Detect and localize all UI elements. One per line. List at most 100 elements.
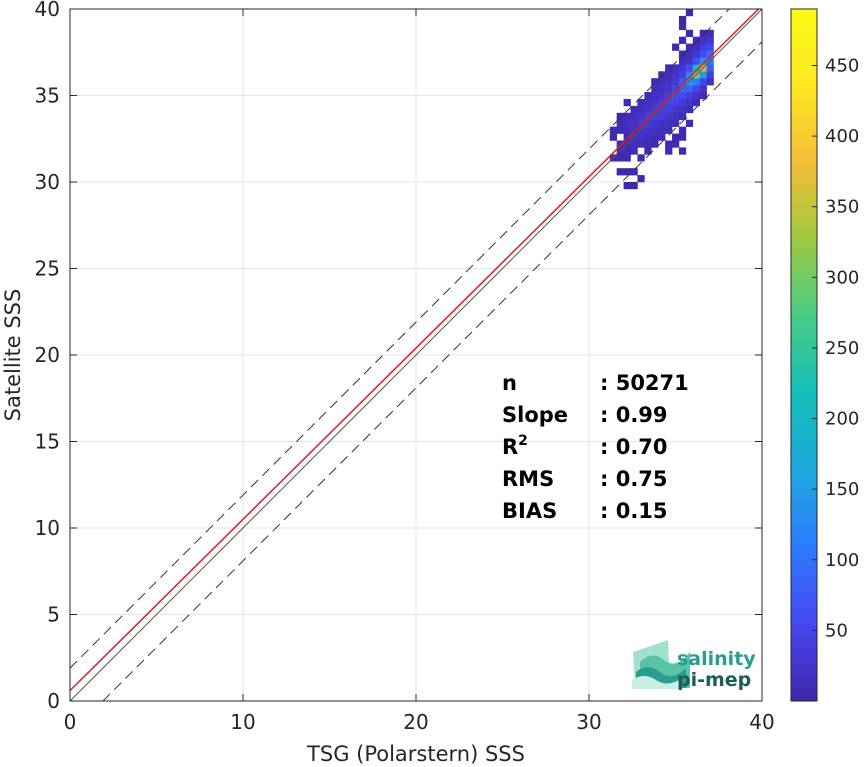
- density-cell: [706, 78, 714, 86]
- colorbar-tick-label: 150: [825, 479, 859, 500]
- density-cell: [699, 85, 707, 93]
- density-cell: [651, 98, 659, 107]
- density-cell: [706, 50, 714, 58]
- y-tick-label: 15: [35, 430, 60, 454]
- colorbar-tick-label: 400: [825, 126, 859, 147]
- density-cell: [692, 36, 701, 44]
- density-cell: [685, 50, 694, 58]
- x-tick-label: 30: [576, 710, 601, 734]
- density-cell: [616, 140, 624, 148]
- density-cell: [672, 119, 680, 127]
- density-cell: [672, 140, 680, 148]
- density-cell: [623, 112, 631, 121]
- logo-line1: salinity: [677, 648, 756, 670]
- density-cell: [692, 98, 701, 107]
- density-cell: [665, 119, 673, 127]
- density-cell: [658, 92, 666, 100]
- density-cell: [699, 43, 707, 51]
- stat-label-bias: BIAS: [502, 499, 557, 523]
- density-cell: [665, 64, 673, 72]
- x-tick-label: 20: [403, 710, 428, 734]
- density-cell: [637, 175, 645, 183]
- density-cell: [692, 85, 701, 93]
- density-cell: [699, 57, 707, 65]
- density-cell: [692, 78, 701, 86]
- density-cell: [692, 43, 701, 51]
- density-cell: [637, 133, 645, 141]
- density-cell: [678, 57, 687, 65]
- y-axis-title: Satellite SSS: [1, 289, 25, 422]
- density-cell: [637, 112, 645, 121]
- density-cell: [644, 98, 652, 107]
- logo-line2: pi-mep: [677, 669, 751, 691]
- density-cell: [665, 147, 673, 155]
- density-cell: [658, 85, 666, 93]
- logo-wave-icon: [632, 640, 690, 689]
- y-axis-ticks: 0 5 10 15 20 25 30 35 40: [35, 0, 762, 713]
- density-cell: [672, 64, 680, 72]
- density-cell: [678, 78, 687, 86]
- density-cell: [658, 98, 666, 107]
- line-lower-bound: [102, 41, 763, 702]
- density-cell: [692, 57, 701, 65]
- density-cell: [706, 36, 714, 44]
- density-cell: [699, 50, 707, 58]
- y-tick-label: 10: [35, 516, 60, 540]
- density-cell: [623, 147, 631, 155]
- density-cell: [692, 64, 701, 72]
- line-upper-bound: [69, 8, 730, 669]
- density-cell: [630, 147, 638, 155]
- y-tick-label: 5: [47, 603, 60, 627]
- density-cell: [630, 105, 638, 114]
- density-cell: [678, 98, 687, 107]
- density-cell: [644, 112, 652, 121]
- density-cell: [699, 71, 707, 79]
- density-cell: [630, 168, 638, 176]
- density-cell: [630, 112, 638, 121]
- density-cell: [678, 92, 687, 100]
- density-cell: [658, 133, 666, 141]
- density-cell: [678, 15, 687, 24]
- density-cell: [658, 78, 666, 86]
- stat-label-r: R2: [502, 433, 528, 459]
- density-cell: [672, 133, 680, 141]
- density-cell: [685, 85, 694, 93]
- density-cell: [623, 98, 631, 107]
- stat-label-n: n: [502, 371, 517, 395]
- density-cell: [665, 112, 673, 121]
- y-tick-label: 20: [35, 343, 60, 367]
- colorbar-tick-label: 100: [825, 550, 859, 571]
- x-tick-label: 10: [230, 710, 255, 734]
- y-tick-label: 30: [35, 170, 60, 194]
- density-cell: [672, 105, 680, 114]
- density-cell: [616, 168, 624, 176]
- x-axis-title: TSG (Polarstern) SSS: [306, 742, 525, 766]
- density-cell: [630, 119, 638, 127]
- density-cell: [658, 112, 666, 121]
- density-cell: [692, 92, 701, 100]
- density-cell: [672, 85, 680, 93]
- stat-value-r: : 0.70: [600, 435, 668, 459]
- stat-value-bias: : 0.15: [600, 499, 668, 523]
- density-cell: [651, 126, 659, 134]
- density-cell: [644, 133, 652, 141]
- density-cell: [665, 71, 673, 79]
- density-cell: [616, 119, 624, 127]
- density-cell: [609, 133, 617, 141]
- density-cell: [678, 71, 687, 79]
- line-regression: [69, 8, 760, 692]
- stat-value-slope: : 0.99: [600, 403, 668, 427]
- stat-label-slope: Slope: [502, 403, 568, 427]
- density-cell: [651, 133, 659, 141]
- density-cell: [616, 126, 624, 134]
- density-cell: [685, 43, 694, 51]
- density-cell: [672, 78, 680, 86]
- stat-superscript: 2: [518, 433, 528, 449]
- density-cell: [699, 29, 707, 37]
- density-cell: [706, 71, 714, 79]
- density-cell: [665, 126, 673, 134]
- density-cell: [678, 147, 687, 155]
- x-axis-ticks: 0 10 20 30 40: [64, 9, 775, 734]
- density-cell: [665, 105, 673, 114]
- density-cell: [678, 105, 687, 114]
